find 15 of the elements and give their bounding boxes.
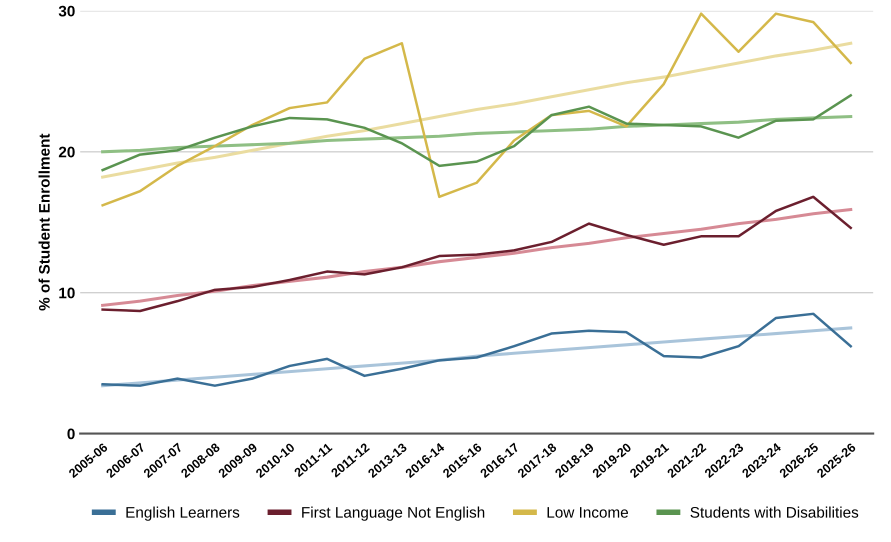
line-series bbox=[101, 94, 852, 172]
legend-label: First Language Not English bbox=[302, 506, 484, 521]
y-axis-title: % of Student Enrollment bbox=[38, 134, 50, 311]
line-series bbox=[101, 42, 852, 179]
y-tick-label: 0 bbox=[67, 428, 75, 440]
y-tick-label: 30 bbox=[58, 6, 75, 17]
legend-label: Low Income bbox=[548, 507, 628, 518]
line-series bbox=[101, 12, 852, 207]
line-series bbox=[101, 312, 852, 387]
legend-label: Students with Disabilities bbox=[690, 506, 858, 518]
legend-label: English Learners bbox=[126, 506, 240, 521]
line-series bbox=[101, 196, 852, 312]
y-tick-label: 10 bbox=[59, 288, 75, 298]
line-series bbox=[101, 115, 852, 154]
y-tick-label: 20 bbox=[58, 146, 75, 158]
